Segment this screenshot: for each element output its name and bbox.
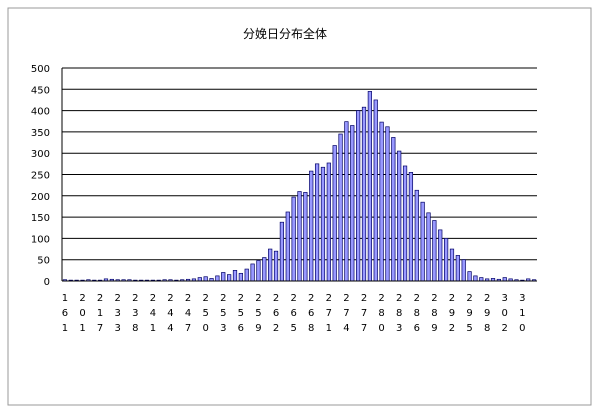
y-tick-label: 350 <box>31 128 50 139</box>
y-tick-label: 100 <box>31 234 50 245</box>
bar <box>473 275 478 282</box>
y-tick-label: 150 <box>31 213 50 224</box>
bar <box>361 106 367 282</box>
bar <box>397 150 402 282</box>
bar <box>221 272 226 282</box>
bar <box>367 91 372 282</box>
bar <box>326 162 331 282</box>
bar <box>420 201 425 282</box>
bar <box>332 145 337 282</box>
bar <box>443 238 449 282</box>
bar <box>373 99 378 282</box>
y-tick-label: 500 <box>31 64 50 75</box>
bar <box>467 271 472 282</box>
bar <box>238 272 243 282</box>
bar <box>414 189 419 282</box>
bar <box>356 110 361 282</box>
bar <box>432 220 437 282</box>
bar <box>408 172 414 282</box>
bar <box>426 212 431 282</box>
bar <box>285 211 290 282</box>
bar <box>379 121 384 282</box>
y-tick-label: 400 <box>31 107 50 118</box>
bar <box>250 263 255 282</box>
bar <box>215 275 220 282</box>
y-tick-label: 300 <box>31 149 50 160</box>
bar <box>320 166 326 282</box>
bar <box>256 260 261 282</box>
y-tick-label: 450 <box>31 85 50 96</box>
bar <box>502 277 507 282</box>
bar <box>197 277 202 282</box>
bar <box>350 125 355 282</box>
y-tick-label: 50 <box>37 256 50 267</box>
bar <box>297 191 302 282</box>
bar <box>203 276 208 282</box>
bar <box>303 192 308 282</box>
bar <box>479 277 484 282</box>
bar <box>227 274 232 282</box>
y-tick-label: 200 <box>31 192 50 203</box>
bar <box>461 259 466 282</box>
y-tick-label: 250 <box>31 171 50 182</box>
bar <box>273 250 279 282</box>
bar <box>455 255 460 282</box>
bar <box>438 229 443 282</box>
y-tick-label: 0 <box>44 277 50 288</box>
bar <box>344 121 349 282</box>
bar <box>309 170 314 282</box>
bar <box>268 248 273 282</box>
bar <box>338 133 343 282</box>
bar <box>449 248 455 282</box>
bar <box>279 221 285 282</box>
bar <box>262 257 267 282</box>
bar <box>291 196 296 282</box>
chart-title: 分娩日分布全体 <box>243 26 327 41</box>
bar <box>314 163 320 282</box>
bar <box>244 268 249 282</box>
bar <box>402 165 408 282</box>
bar <box>391 137 396 282</box>
bar <box>232 270 238 282</box>
bar <box>385 126 390 282</box>
